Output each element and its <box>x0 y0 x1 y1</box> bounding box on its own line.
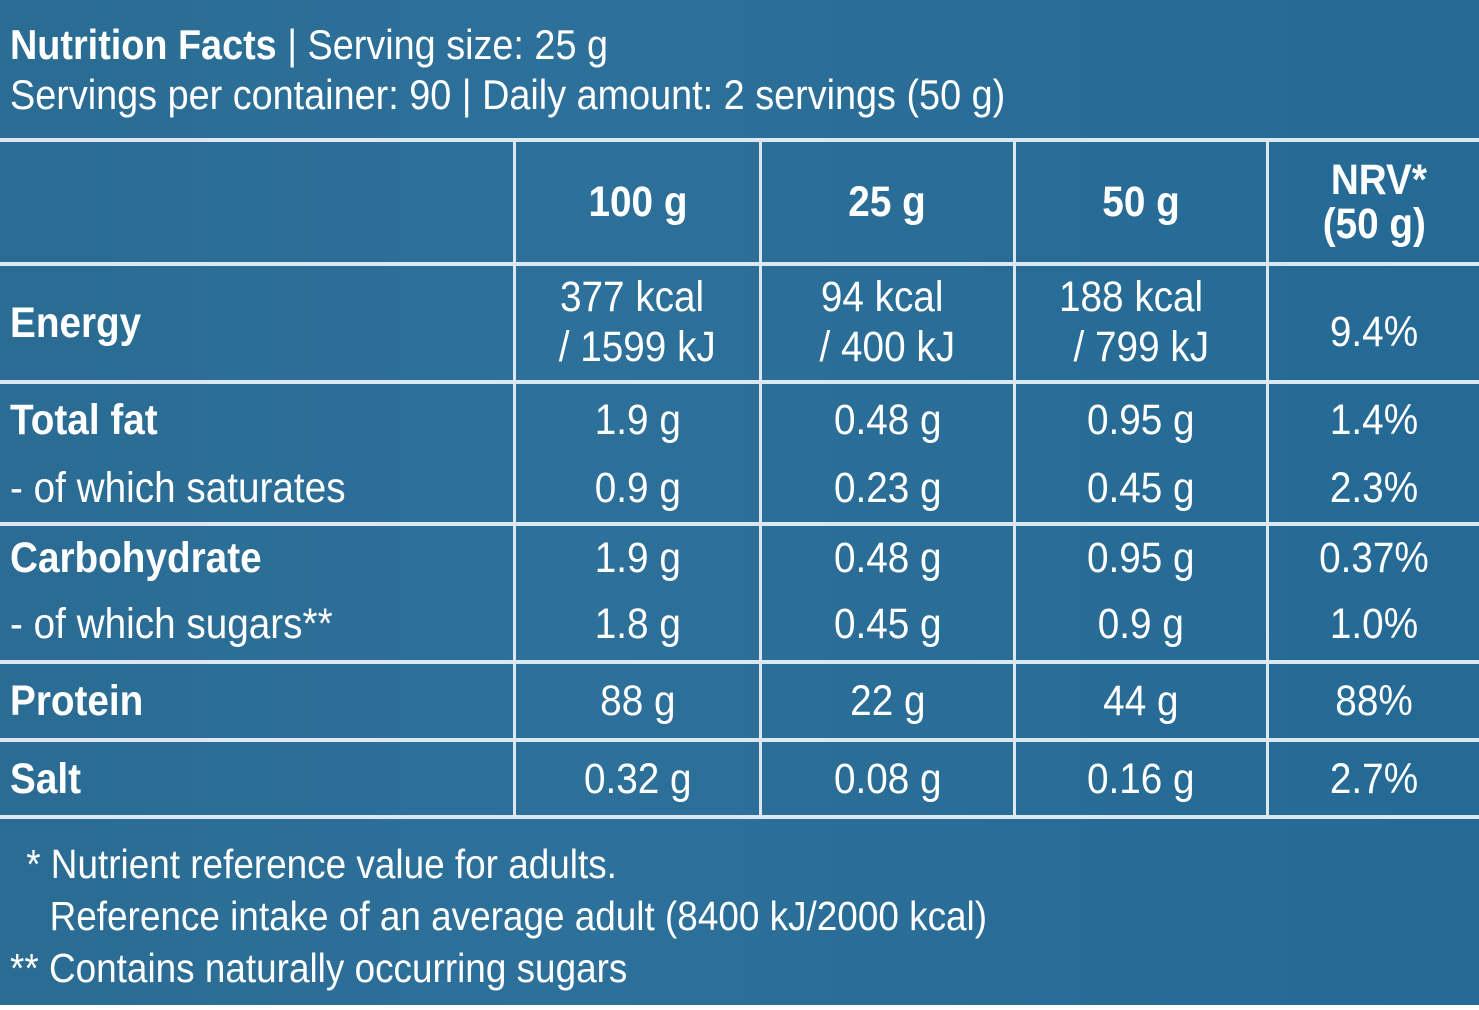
protein-100g: 88 g <box>599 677 676 725</box>
energy-100g: 377 kcal / 1599 kJ <box>558 273 717 371</box>
energy-25g: 94 kcal / 400 kJ <box>819 273 956 371</box>
col-divider-3 <box>1013 140 1016 817</box>
energy-50g: 188 kcal / 799 kJ <box>1058 273 1209 371</box>
header-25g: 25 g <box>848 178 927 226</box>
carbohydrate-50g: 0.95 g <box>1087 534 1195 582</box>
rule-after-header <box>0 262 1479 266</box>
row-label-carbohydrate: Carbohydrate <box>10 533 262 582</box>
col-divider-2 <box>759 140 762 817</box>
row-label-protein: Protein <box>10 676 144 725</box>
servings-line: Servings per container: 90 | Daily amoun… <box>10 71 1006 118</box>
serving-size: | Serving size: 25 g <box>287 21 609 68</box>
header-nrv: NRV* (50 g) <box>1322 156 1427 248</box>
header: Nutrition Facts | Serving size: 25 g Ser… <box>10 20 1470 120</box>
sugars-nrv: 1.0% <box>1329 600 1419 648</box>
fat-100g: 1.9 g <box>594 396 681 444</box>
row-label-salt: Salt <box>10 754 81 803</box>
rule-after-salt <box>0 815 1479 819</box>
rule-after-energy <box>0 380 1479 384</box>
carbohydrate-nrv: 0.37% <box>1319 534 1429 582</box>
rule-top <box>0 138 1479 142</box>
footnotes: * Nutrient reference value for adults. R… <box>10 838 1470 994</box>
saturates-25g: 0.23 g <box>833 464 942 512</box>
protein-50g: 44 g <box>1103 677 1179 725</box>
salt-100g: 0.32 g <box>583 755 692 803</box>
row-label-saturates: - of which saturates <box>10 463 346 512</box>
saturates-100g: 0.9 g <box>594 464 681 512</box>
header-50g: 50 g <box>1102 178 1180 226</box>
nutrition-facts-title: Nutrition Facts <box>10 21 277 68</box>
fat-nrv: 1.4% <box>1329 396 1419 444</box>
fat-25g: 0.48 g <box>833 396 942 444</box>
fat-50g: 0.95 g <box>1087 396 1195 444</box>
energy-nrv: 9.4% <box>1329 308 1419 356</box>
saturates-nrv: 2.3% <box>1329 464 1419 512</box>
rule-after-fat <box>0 522 1479 526</box>
carbohydrate-25g: 0.48 g <box>833 534 942 582</box>
row-label-energy: Energy <box>10 298 142 347</box>
saturates-50g: 0.45 g <box>1087 464 1195 512</box>
header-line-1: Nutrition Facts | Serving size: 25 g <box>10 20 1324 70</box>
salt-nrv: 2.7% <box>1329 755 1419 803</box>
rule-after-protein <box>0 738 1479 742</box>
salt-50g: 0.16 g <box>1087 755 1195 803</box>
salt-25g: 0.08 g <box>833 755 942 803</box>
footnote-nrv: * Nutrient reference value for adults. <box>26 841 617 887</box>
col-divider-4 <box>1266 140 1269 817</box>
row-label-sugars: - of which sugars** <box>10 599 333 648</box>
sugars-50g: 0.9 g <box>1097 600 1185 648</box>
sugars-25g: 0.45 g <box>833 600 942 648</box>
footnote-sugars: ** Contains naturally occurring sugars <box>10 945 628 991</box>
sugars-100g: 1.8 g <box>594 600 681 648</box>
row-label-total-fat: Total fat <box>10 395 158 444</box>
protein-25g: 22 g <box>849 677 926 725</box>
carbohydrate-100g: 1.9 g <box>594 534 681 582</box>
col-divider-1 <box>513 140 516 817</box>
rule-after-carbs <box>0 660 1479 664</box>
protein-nrv: 88% <box>1335 677 1413 725</box>
footnote-reference-intake: Reference intake of an average adult (84… <box>49 893 988 939</box>
header-100g: 100 g <box>588 178 687 226</box>
